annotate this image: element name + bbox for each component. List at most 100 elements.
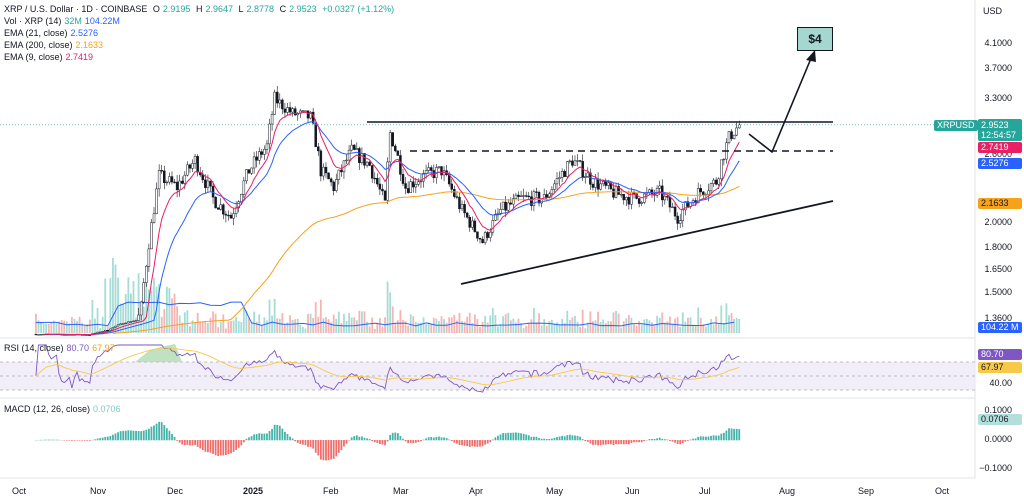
time-tick-label: Mar bbox=[393, 486, 409, 496]
volume-bar bbox=[363, 311, 366, 333]
macd-histogram-bar bbox=[633, 440, 635, 443]
rsi-line bbox=[35, 344, 740, 393]
candle-body bbox=[722, 158, 726, 161]
volume-bar bbox=[35, 313, 37, 333]
macd-histogram-bar bbox=[376, 440, 379, 444]
last-price-tag: 2.9523 12:54:57 bbox=[978, 119, 1022, 141]
target-box[interactable]: $4 bbox=[797, 27, 833, 51]
volume-bar bbox=[186, 310, 189, 333]
candle-body bbox=[139, 301, 143, 316]
macd-histogram-bar bbox=[217, 440, 220, 456]
candle-body bbox=[548, 193, 551, 198]
macd-histogram-bar bbox=[109, 435, 112, 441]
volume-bar bbox=[181, 322, 184, 333]
candle-body bbox=[558, 177, 561, 179]
candle-body bbox=[324, 166, 328, 174]
macd-histogram-bar bbox=[533, 436, 535, 441]
macd-histogram-bar bbox=[473, 440, 476, 447]
volume-bar bbox=[453, 314, 456, 333]
candle-body bbox=[658, 185, 661, 189]
macd-histogram-bar bbox=[676, 440, 679, 444]
candle-body bbox=[155, 188, 158, 215]
macd-tick-label: −0.1000 bbox=[979, 463, 1012, 473]
macd-histogram-bar bbox=[81, 440, 84, 441]
candle-body bbox=[270, 114, 274, 125]
volume-bar bbox=[124, 293, 127, 333]
volume-bar bbox=[214, 313, 217, 333]
macd-histogram-bar bbox=[330, 440, 333, 460]
macd-histogram-bar bbox=[458, 440, 461, 445]
macd-histogram-bar bbox=[70, 440, 73, 441]
macd-histogram-bar bbox=[535, 436, 538, 441]
candle-body bbox=[576, 160, 579, 162]
ema21-label: EMA (21, close) bbox=[4, 28, 68, 38]
macd-histogram-bar bbox=[235, 440, 238, 450]
macd-histogram-bar bbox=[671, 440, 674, 442]
candle-body bbox=[460, 204, 464, 210]
rsi-pane bbox=[0, 344, 975, 393]
volume-bar bbox=[378, 318, 381, 333]
macd-histogram-bar bbox=[183, 440, 186, 446]
volume-bar bbox=[271, 315, 273, 333]
macd-histogram-bar bbox=[304, 440, 307, 446]
macd-histogram-bar bbox=[610, 440, 612, 445]
candle-body bbox=[214, 196, 217, 209]
macd-histogram-bar bbox=[230, 440, 232, 454]
volume-ma-value: 104.22M bbox=[84, 16, 120, 26]
candle-body bbox=[111, 326, 115, 330]
volume-bar bbox=[707, 323, 710, 333]
volume-bar bbox=[232, 320, 235, 333]
macd-histogram-bar bbox=[219, 440, 222, 456]
macd-histogram-bar bbox=[255, 434, 258, 441]
candle-body bbox=[519, 195, 523, 197]
macd-histogram-bar bbox=[561, 435, 564, 441]
candle-body bbox=[222, 204, 225, 215]
macd-histogram-bar bbox=[53, 439, 55, 441]
candle-body bbox=[165, 181, 169, 184]
candle-body bbox=[121, 323, 125, 325]
macd-histogram-bar bbox=[440, 437, 443, 441]
macd-histogram-bar bbox=[581, 439, 584, 441]
macd-histogram-bar bbox=[707, 436, 710, 441]
candle-body bbox=[160, 170, 163, 172]
volume-bar bbox=[566, 310, 569, 333]
candle-body bbox=[263, 149, 266, 155]
macd-histogram-bar bbox=[625, 440, 628, 445]
macd-histogram-bar bbox=[119, 431, 122, 441]
volume-bar bbox=[710, 319, 712, 333]
macd-histogram-bar bbox=[314, 440, 317, 453]
projection-arrowhead bbox=[806, 50, 816, 62]
macd-histogram-bar bbox=[240, 440, 243, 446]
candle-body bbox=[440, 166, 443, 176]
macd-histogram-bar bbox=[640, 440, 643, 443]
candle-body bbox=[193, 156, 197, 164]
macd-histogram-bar bbox=[363, 437, 366, 441]
candle-body bbox=[383, 190, 387, 201]
candle-body bbox=[188, 164, 192, 169]
candle-body bbox=[301, 110, 305, 112]
macd-histogram-bar bbox=[237, 440, 240, 448]
candle-body bbox=[663, 196, 667, 201]
macd-histogram-bar bbox=[661, 438, 664, 441]
candle-body bbox=[453, 189, 456, 197]
volume-bar bbox=[50, 322, 53, 333]
macd-tag: 0.0706 bbox=[978, 414, 1022, 425]
macd-histogram-bar bbox=[227, 440, 230, 455]
symbol-title: XRP / U.S. Dollar · 1D · COINBASE bbox=[4, 4, 148, 14]
candle-body bbox=[735, 127, 738, 136]
volume-bar bbox=[160, 316, 163, 333]
volume-bar bbox=[435, 318, 438, 333]
volume-bar bbox=[376, 322, 379, 333]
macd-histogram-bar bbox=[715, 435, 718, 441]
candle-body bbox=[499, 209, 502, 214]
candle-body bbox=[684, 201, 687, 211]
macd-tick-label: 0.0000 bbox=[984, 434, 1012, 444]
volume-bar bbox=[640, 324, 643, 333]
volume-bar bbox=[258, 314, 261, 333]
candle-body bbox=[229, 214, 233, 219]
price-tick-label: 3.7000 bbox=[984, 63, 1012, 73]
macd-histogram-bar bbox=[312, 440, 315, 449]
volume-bar bbox=[702, 324, 705, 333]
volume-bar bbox=[658, 317, 661, 333]
macd-label: MACD (12, 26, close) bbox=[4, 404, 91, 414]
